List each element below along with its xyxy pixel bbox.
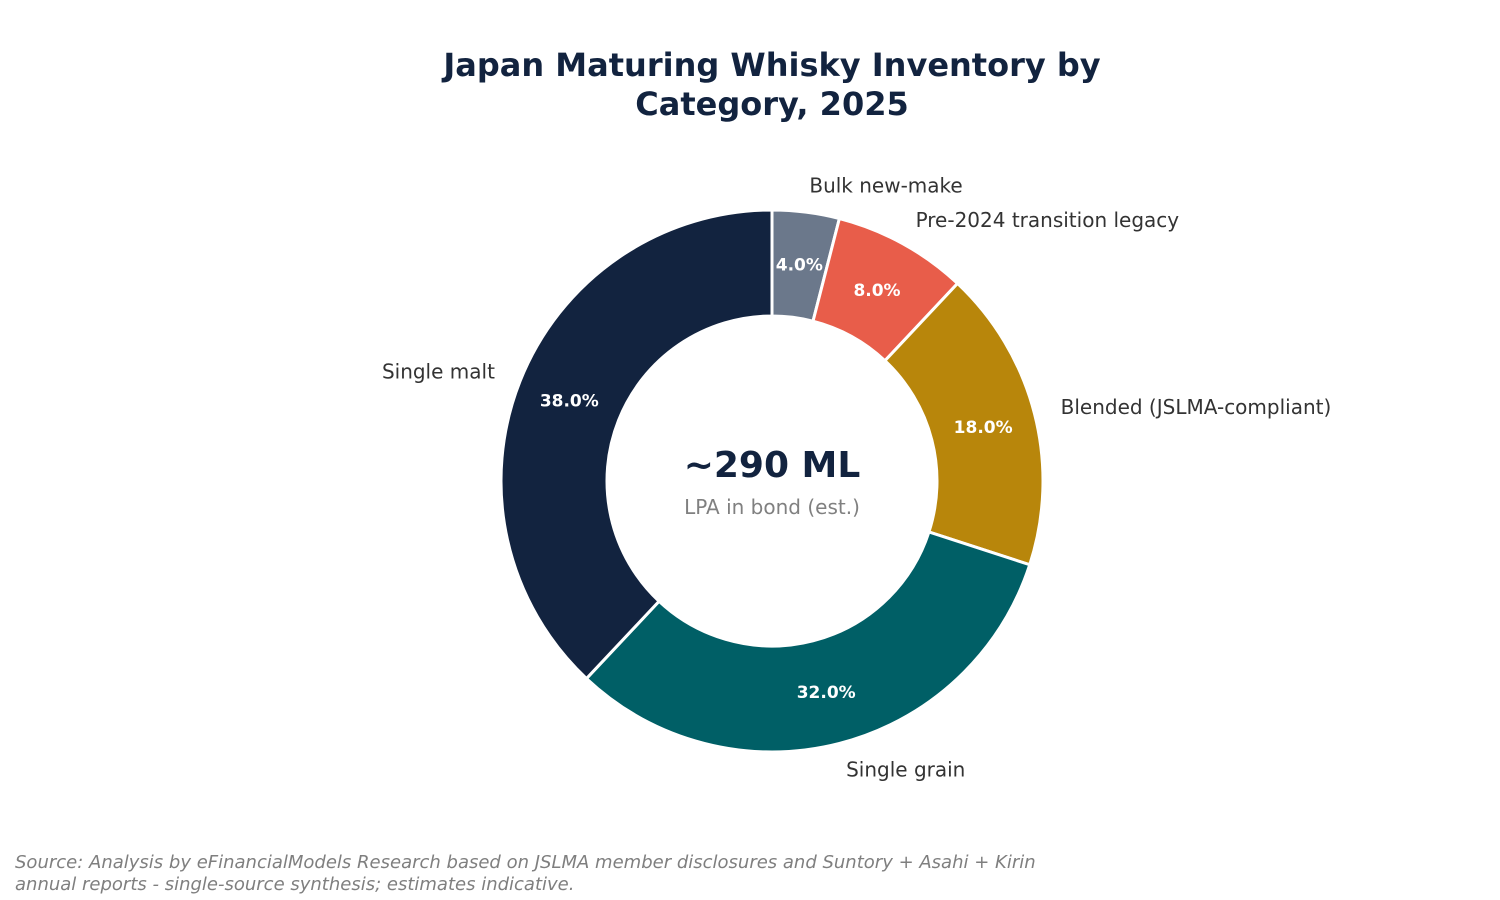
pct-label-single-malt: 38.0% (540, 392, 599, 412)
pct-label-bulk-new-make: 4.0% (776, 256, 823, 276)
percent-labels: 4.0% 8.0% 18.0% 32.0% 38.0% (540, 256, 1013, 703)
pct-label-single-grain: 32.0% (797, 683, 856, 703)
source-note: Source: Analysis by eFinancialModels Res… (15, 852, 1315, 896)
category-label-pre-2024-transition-legacy: Pre-2024 transition legacy (916, 208, 1180, 232)
pct-label-pre-2024-transition-legacy: 8.0% (853, 281, 900, 301)
slice-blended-jslma-compliant (882, 281, 1045, 567)
slice-single-grain (584, 530, 1032, 754)
slice-single-malt (499, 208, 774, 681)
chart-title-line-2: Category, 2025 (635, 85, 909, 123)
category-label-single-malt: Single malt (382, 359, 495, 383)
source-line-2: annual reports - single-source synthesis… (15, 874, 575, 895)
category-label-bulk-new-make: Bulk new-make (809, 173, 962, 197)
chart-title: Japan Maturing Whisky Inventory by Categ… (0, 46, 1500, 124)
donut-slices (499, 208, 1045, 754)
pct-label-blended-jslma-compliant: 18.0% (954, 418, 1013, 438)
category-label-blended-jslma-compliant: Blended (JSLMA-compliant) (1061, 395, 1332, 419)
category-label-single-grain: Single grain (846, 758, 965, 782)
chart-title-line-1: Japan Maturing Whisky Inventory by (443, 46, 1101, 84)
center-caption: LPA in bond (est.) (684, 495, 860, 519)
source-line-1: Source: Analysis by eFinancialModels Res… (15, 852, 1036, 873)
center-total-value: ~290 ML (684, 445, 861, 486)
category-labels: Bulk new-make Pre-2024 transition legacy B… (382, 173, 1331, 781)
